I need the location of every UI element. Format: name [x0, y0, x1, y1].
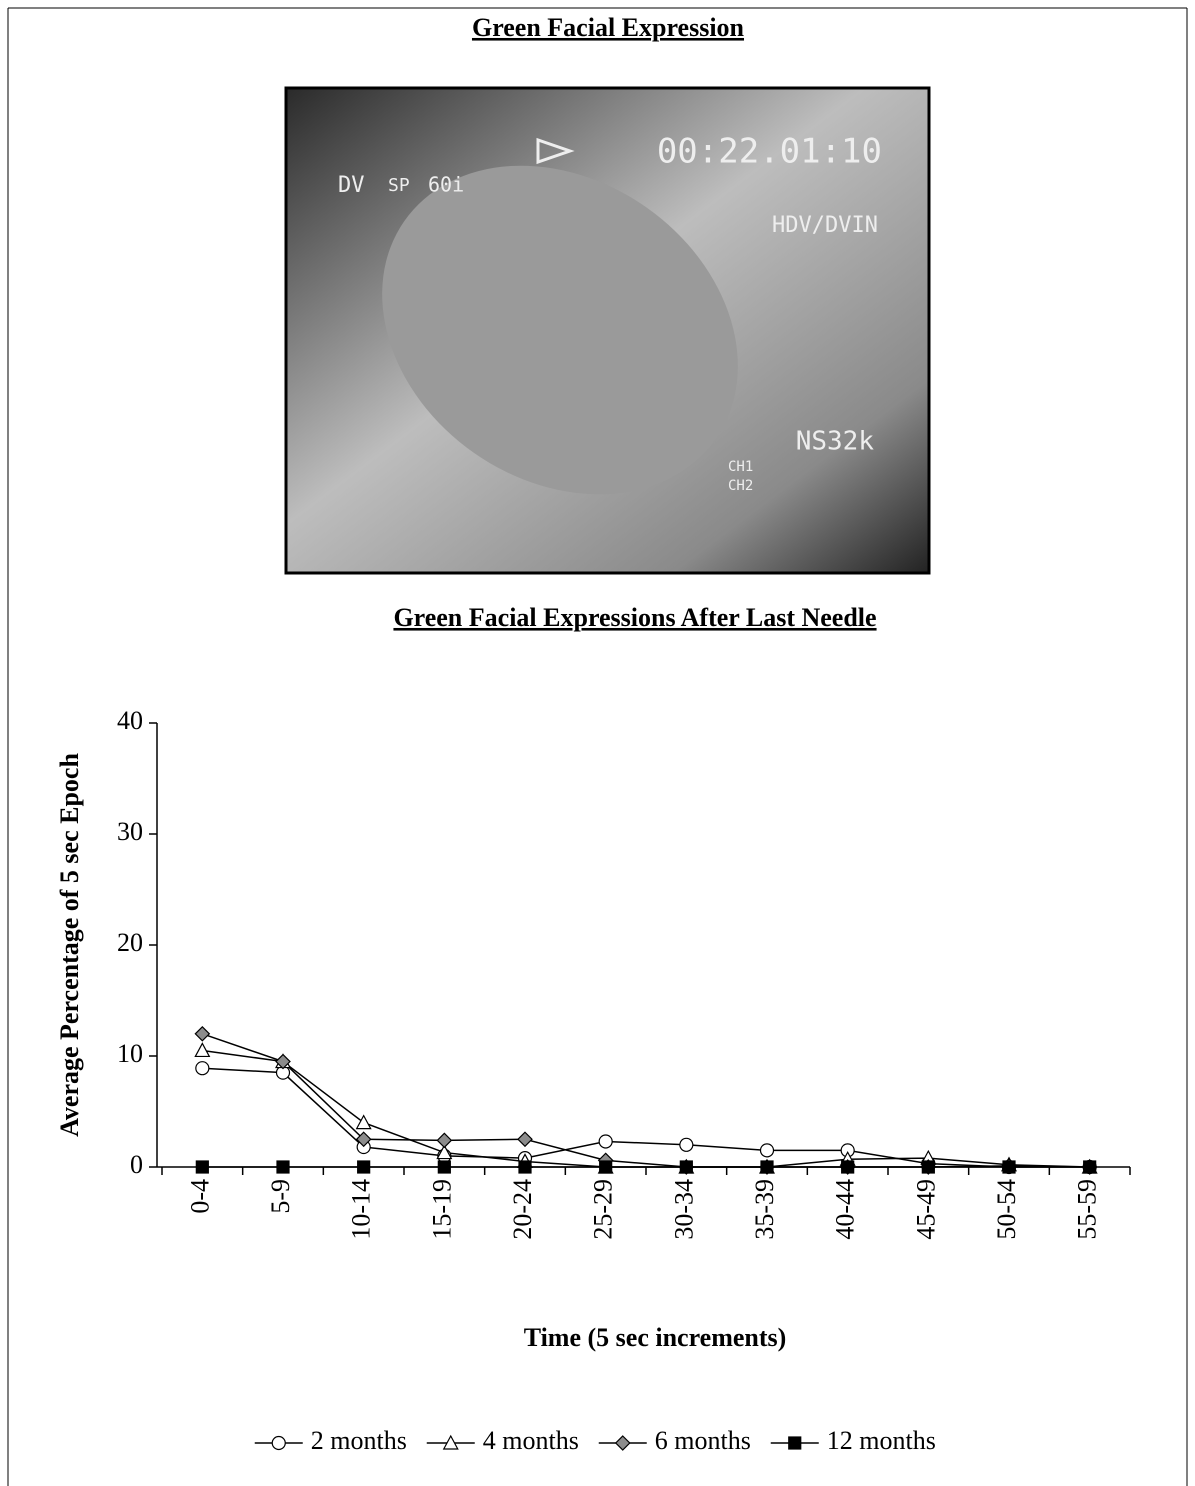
photo-channel: CH1 [728, 459, 753, 475]
marker [679, 1160, 693, 1174]
series-line [202, 1049, 1090, 1168]
legend-label: 6 months [655, 1426, 751, 1455]
x-tick-label: 20-24 [508, 1179, 537, 1240]
chart: 0 10 20 30 40 0-4 5-9 10-14 15-19 20-24 25-29 30-34… [117, 706, 1131, 1455]
x-tick-label: 40-44 [831, 1179, 860, 1240]
series-line [202, 1067, 1090, 1168]
photo: DV SP 60i 00:22.01:10 HDV/DVIN NS32k CH1… [284, 86, 931, 575]
x-tick-label: 35-39 [750, 1179, 779, 1240]
marker [357, 1160, 371, 1174]
photo-channel: CH2 [728, 478, 753, 494]
photo-input: HDV/DVIN [772, 213, 878, 238]
marker [275, 1053, 291, 1070]
marker [355, 1114, 372, 1130]
photo-timecode: 00:22.01:10 [657, 132, 882, 172]
page-title: Green Facial Expression [472, 13, 745, 42]
photo-subject [382, 165, 738, 495]
marker [517, 1131, 533, 1148]
y-tick-label: 10 [117, 1039, 143, 1068]
chart-title: Green Facial Expressions After Last Need… [393, 603, 876, 632]
x-axis-label: Time (5 sec increments) [524, 1323, 787, 1352]
marker [614, 1435, 631, 1451]
x-tick-label: 10-14 [347, 1179, 376, 1240]
marker [355, 1131, 372, 1148]
marker [442, 1434, 459, 1450]
marker [195, 1160, 209, 1174]
marker [599, 1160, 613, 1174]
marker [921, 1160, 935, 1174]
marker [1002, 1160, 1016, 1174]
marker [195, 1061, 210, 1076]
x-tick-label: 5-9 [266, 1179, 295, 1214]
x-tick-label: 15-19 [427, 1179, 456, 1240]
marker [194, 1042, 211, 1058]
x-tick-label: 30-34 [669, 1179, 698, 1240]
y-axis-label: Average Percentage of 5 sec Epoch [55, 753, 84, 1137]
y-tick-label: 30 [117, 817, 143, 846]
marker [271, 1435, 286, 1451]
legend-label: 4 months [483, 1426, 579, 1455]
y-tick-label: 20 [117, 928, 143, 957]
x-tick-label: 45-49 [911, 1179, 940, 1240]
y-tick-label: 40 [117, 706, 143, 735]
x-tick-label: 0-4 [185, 1179, 214, 1214]
photo-format: 60i [428, 173, 464, 197]
marker [1083, 1160, 1097, 1174]
photo-format: SP [388, 175, 410, 196]
marker [598, 1134, 613, 1149]
marker [194, 1025, 211, 1042]
marker [759, 1143, 775, 1158]
x-tick-label: 55-59 [1073, 1179, 1102, 1240]
marker [518, 1160, 532, 1174]
legend-label: 12 months [827, 1426, 936, 1455]
play-icon [536, 137, 575, 165]
marker [679, 1137, 694, 1152]
marker [841, 1160, 855, 1174]
x-tick-label: 50-54 [992, 1179, 1021, 1240]
marker [760, 1160, 774, 1174]
photo-audio: NS32k [796, 427, 875, 457]
x-tick-label: 25-29 [589, 1179, 618, 1240]
legend-label: 2 months [311, 1426, 407, 1455]
marker [276, 1160, 290, 1174]
marker [437, 1160, 451, 1174]
marker [788, 1436, 802, 1450]
photo-format: DV [338, 173, 365, 198]
marker [436, 1144, 453, 1160]
y-tick-label: 0 [130, 1150, 143, 1179]
marker [436, 1132, 453, 1149]
